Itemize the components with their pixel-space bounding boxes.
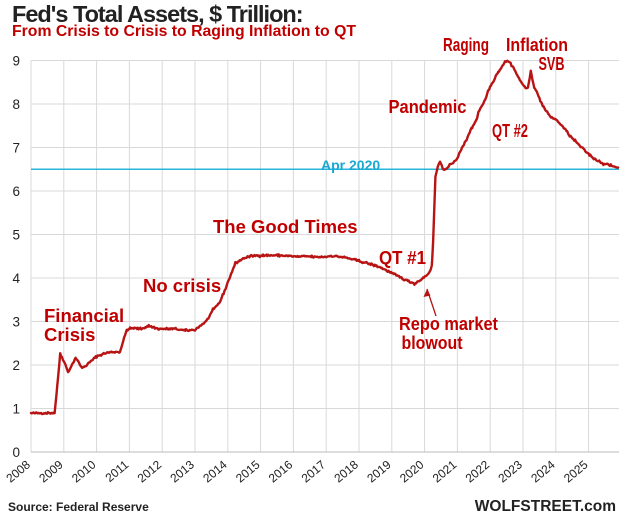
svg-text:Inflation: Inflation [506, 34, 568, 55]
svg-text:Crisis: Crisis [44, 324, 95, 345]
svg-text:3: 3 [12, 315, 20, 330]
svg-text:2011: 2011 [103, 457, 132, 485]
svg-text:2021: 2021 [430, 457, 460, 485]
svg-text:9: 9 [12, 54, 20, 69]
svg-text:Financial: Financial [44, 305, 124, 326]
svg-text:Pandemic: Pandemic [389, 96, 467, 117]
svg-text:2024: 2024 [528, 457, 558, 485]
svg-text:2010: 2010 [69, 457, 99, 485]
svg-text:5: 5 [12, 228, 20, 243]
svg-text:2018: 2018 [331, 457, 361, 485]
svg-text:0: 0 [12, 445, 20, 460]
svg-text:QT #2: QT #2 [492, 120, 528, 141]
svg-text:blowout: blowout [402, 332, 463, 353]
svg-text:No crisis: No crisis [143, 275, 221, 296]
svg-text:7: 7 [12, 141, 20, 156]
svg-text:Apr 2020: Apr 2020 [321, 157, 380, 173]
svg-text:2009: 2009 [36, 457, 66, 485]
svg-text:1: 1 [12, 402, 20, 417]
svg-text:2: 2 [12, 358, 20, 373]
svg-text:6: 6 [12, 184, 20, 199]
svg-text:4: 4 [12, 271, 20, 286]
svg-text:2016: 2016 [266, 457, 296, 485]
svg-text:Repo market: Repo market [399, 313, 498, 334]
svg-text:SVB: SVB [539, 53, 565, 74]
svg-text:2019: 2019 [364, 457, 394, 485]
svg-text:2012: 2012 [135, 457, 165, 485]
svg-text:Raging: Raging [443, 34, 489, 55]
svg-text:8: 8 [12, 97, 20, 112]
svg-text:2022: 2022 [463, 457, 493, 485]
svg-text:2023: 2023 [495, 457, 525, 485]
svg-text:QT #1: QT #1 [379, 247, 426, 268]
svg-text:2013: 2013 [167, 457, 197, 485]
svg-text:2015: 2015 [233, 457, 263, 485]
svg-text:2008: 2008 [3, 457, 33, 485]
svg-text:2014: 2014 [200, 457, 230, 485]
svg-text:2017: 2017 [299, 457, 329, 485]
svg-text:2020: 2020 [397, 457, 427, 485]
svg-text:The Good Times: The Good Times [213, 216, 358, 237]
svg-text:2025: 2025 [561, 457, 591, 485]
